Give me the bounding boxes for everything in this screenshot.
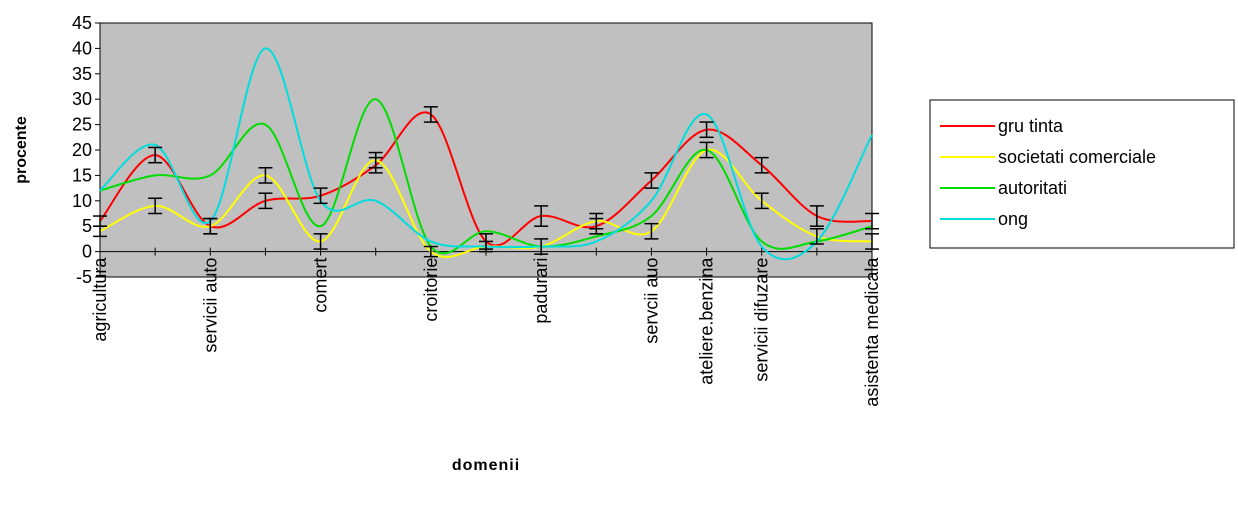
y-tick-label: 25: [72, 115, 92, 135]
x-tick-label: servicii difuzare: [752, 258, 772, 382]
series-line-0: [99, 111, 873, 247]
y-tick-label: 30: [72, 89, 92, 109]
error-bar: [699, 141, 714, 159]
error-bar: [809, 227, 824, 245]
y-tick-label: 35: [72, 64, 92, 84]
x-tick-label: agricultura: [90, 257, 110, 342]
y-tick-label: 45: [72, 13, 92, 33]
series-line-1: [99, 148, 873, 258]
error-bar: [258, 167, 273, 184]
error-bar: [754, 156, 769, 174]
legend-box: [929, 99, 1235, 249]
y-tick-label: 0: [82, 242, 92, 262]
series-lines: [99, 47, 873, 261]
legend-label: societati comerciale: [998, 147, 1156, 167]
x-tick-label: padurari: [531, 258, 551, 324]
x-tick-label: comert: [311, 258, 331, 313]
error-bar: [423, 106, 438, 123]
error-bar: [754, 192, 769, 210]
x-tick-label: ateliere.benzina: [697, 257, 717, 385]
error-bar: [258, 192, 273, 210]
error-bar: [148, 146, 163, 164]
error-bar: [644, 222, 659, 240]
series-line-3: [99, 47, 873, 261]
legend-label: ong: [998, 209, 1028, 229]
error-bar: [534, 205, 549, 227]
error-bar: [313, 187, 328, 205]
error-bar: [644, 172, 659, 189]
error-bar: [865, 212, 879, 230]
error-bar: [93, 225, 107, 238]
error-bars: [93, 106, 879, 258]
error-bar: [423, 245, 438, 258]
error-bar: [203, 217, 218, 235]
legend: gru tinta societati comerciale autoritati o…: [929, 99, 1235, 249]
x-axis-title: domenii: [452, 457, 520, 474]
y-tick-label: 5: [82, 216, 92, 236]
y-tick-label: 15: [72, 165, 92, 185]
y-tick-label: 10: [72, 191, 92, 211]
error-bar: [534, 238, 549, 255]
error-bar: [699, 121, 714, 139]
y-tick-label: 40: [72, 38, 92, 58]
x-tick-label: croitorie: [421, 258, 441, 322]
error-bar: [809, 205, 824, 227]
error-bar: [148, 197, 163, 215]
error-bar: [313, 233, 328, 250]
y-axis-title: procente: [13, 116, 30, 184]
error-bar: [368, 151, 383, 169]
x-axis-ticks: agricultura servicii auto comert croitorie p…: [90, 247, 882, 407]
error-bar: [479, 240, 493, 253]
legend-label: autoritati: [998, 178, 1067, 198]
x-tick-label: servcii auo: [641, 258, 661, 344]
error-bar: [589, 212, 604, 230]
x-tick-label: asistenta medicala: [862, 257, 882, 407]
y-tick-label: -5: [76, 267, 92, 287]
x-tick-label: servicii auto: [200, 258, 220, 353]
legend-label: gru tinta: [998, 116, 1064, 136]
error-bar: [865, 233, 879, 250]
y-tick-label: 20: [72, 140, 92, 160]
y-axis-ticks: 45 40 35 30 25 20 15 10 5 0 -5: [72, 13, 100, 287]
